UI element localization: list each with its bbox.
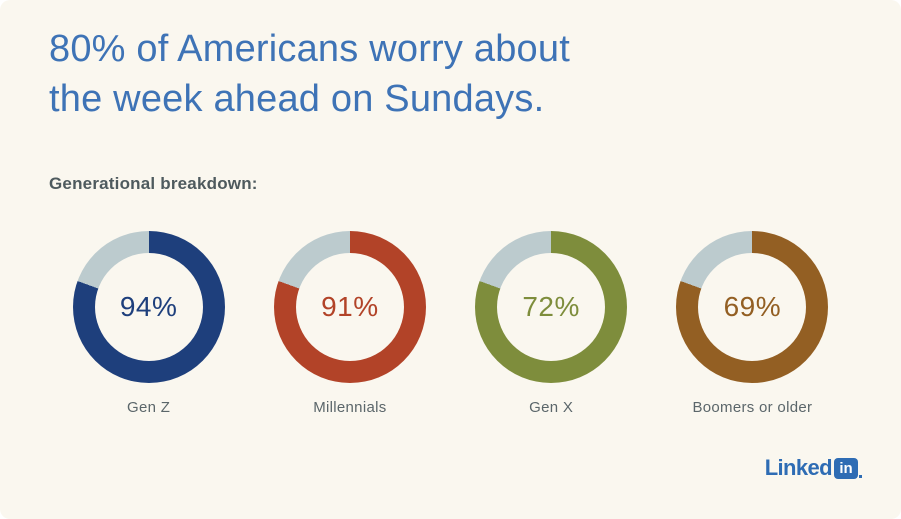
donut-charts-row: 94% Gen Z 91% Millennials 72% Gen X [48, 231, 853, 416]
donut-value-label: 69% [723, 291, 782, 322]
donut-category-label: Gen X [529, 399, 574, 416]
chart-subtitle: Generational breakdown: [49, 174, 258, 193]
donut-category-label: Millennials [313, 399, 387, 416]
donut-category-label: Gen Z [127, 399, 171, 416]
donut-hole: 91% [295, 253, 404, 361]
linkedin-in-badge-icon: in [834, 458, 858, 479]
donut-chart-gen-z: 94% Gen Z [48, 231, 249, 416]
donut-value-label: 91% [321, 291, 379, 322]
donut-ring-gen-z: 94% [72, 231, 225, 383]
linkedin-logo: Linked in [765, 457, 862, 479]
donut-value-label: 94% [119, 291, 178, 322]
title-line-2: the week ahead on Sundays. [49, 78, 545, 120]
donut-hole: 69% [698, 253, 807, 361]
donut-chart-gen-x: 72% Gen X [451, 231, 652, 416]
donut-chart-millennials: 91% Millennials [249, 231, 450, 416]
linkedin-wordmark: Linked [764, 455, 833, 480]
title-line-1: 80% of Americans worry about [49, 28, 570, 70]
donut-chart-boomers: 69% Boomers or older [652, 231, 853, 416]
page-title: 80% of Americans worry about the week ah… [49, 24, 570, 124]
donut-ring-gen-x: 72% [475, 231, 628, 383]
donut-ring-boomers: 69% [676, 231, 829, 383]
donut-hole: 72% [497, 253, 606, 361]
logo-trademark-mark [859, 475, 862, 478]
donut-ring-millennials: 91% [273, 231, 426, 383]
donut-category-label: Boomers or older [692, 399, 813, 416]
donut-value-label: 72% [522, 291, 580, 322]
donut-hole: 94% [94, 253, 203, 361]
